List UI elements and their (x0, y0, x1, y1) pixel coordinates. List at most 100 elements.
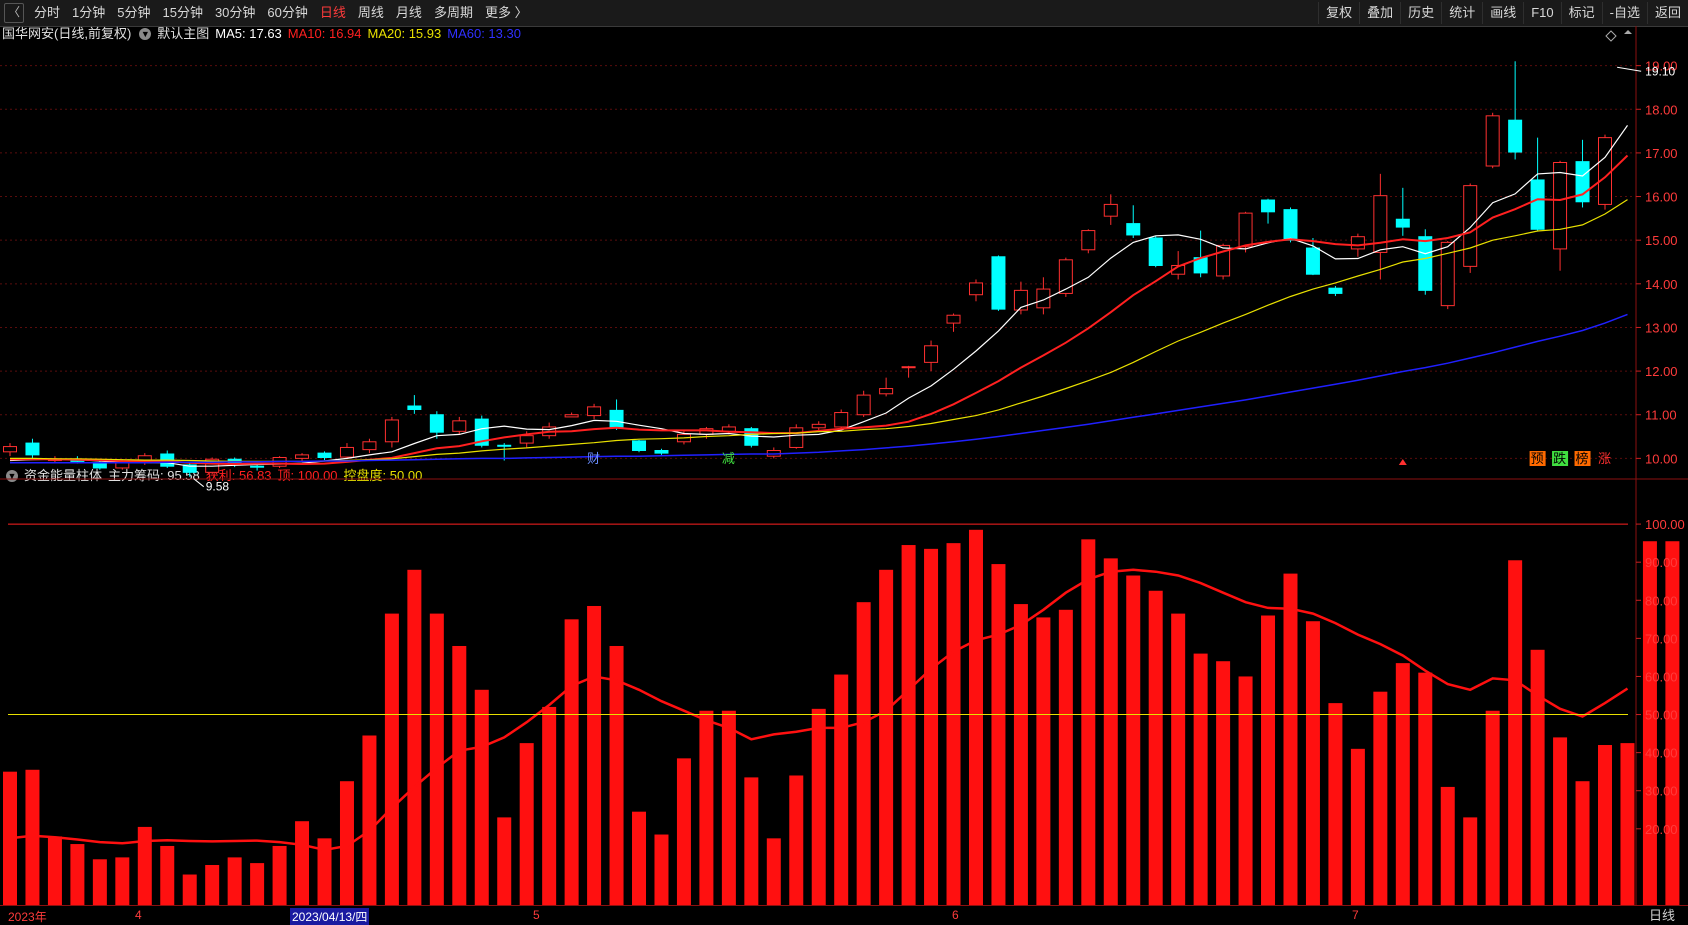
toolbar-button-3[interactable]: 统计 (1441, 2, 1482, 24)
energy-bar (1171, 613, 1186, 905)
energy-bar (115, 857, 130, 905)
energy-bar (789, 775, 804, 905)
candle-body (317, 452, 332, 458)
event-marker: 跌 (1553, 451, 1566, 466)
candle-body (946, 314, 961, 324)
candle-body (901, 366, 916, 369)
low-arrow (193, 478, 205, 488)
energy-bar (879, 569, 894, 905)
candle-body (384, 419, 399, 443)
collapse-icon[interactable]: ▼ (139, 28, 152, 40)
candle-body (587, 406, 602, 417)
energy-bar (474, 689, 489, 905)
toolbar-button-1[interactable]: 叠加 (1359, 2, 1400, 24)
period-tab-0[interactable]: 分时 (34, 5, 61, 20)
sub-tick-label: 100.00 (1645, 517, 1685, 532)
energy-bar (991, 564, 1006, 905)
energy-bar (676, 758, 691, 905)
period-indicator[interactable]: 日线 (1636, 905, 1688, 925)
period-tab-10[interactable]: 更多 〉 (484, 5, 528, 20)
energy-bar (295, 821, 310, 905)
energy-bar (1261, 615, 1276, 905)
candle-body (1418, 236, 1433, 291)
period-tab-3[interactable]: 15分钟 (162, 5, 203, 20)
candle-body (497, 444, 512, 447)
period-tab-9[interactable]: 多周期 (433, 5, 473, 20)
sub-tick-label: 50.00 (1645, 708, 1678, 723)
main-tick-label: 13.00 (1645, 320, 1678, 335)
energy-bar (654, 834, 669, 905)
main-tick-label: 14.00 (1645, 277, 1678, 292)
period-tab-7[interactable]: 周线 (357, 5, 384, 20)
energy-bar (272, 845, 287, 905)
energy-bar (766, 838, 781, 905)
toolbar-button-5[interactable]: F10 (1523, 2, 1560, 24)
energy-bar (609, 645, 624, 905)
energy-bar (1553, 737, 1568, 905)
ma60-value: MA60: 13.30 (447, 26, 521, 41)
main-tick-label: 11.00 (1645, 408, 1677, 423)
period-tab-1[interactable]: 1分钟 (72, 5, 106, 20)
energy-bar (1598, 745, 1612, 905)
candle-body (1350, 236, 1365, 250)
main-tick-label: 18.00 (1645, 102, 1678, 117)
candle-body (1485, 115, 1500, 167)
candle-body (924, 345, 939, 363)
energy-bar (968, 529, 983, 905)
event-marker: 榜 (1576, 451, 1589, 466)
period-tab-5[interactable]: 60分钟 (267, 5, 308, 20)
template-name[interactable]: 默认主图 (157, 26, 210, 41)
toolbar-button-0[interactable]: 复权 (1318, 2, 1359, 24)
high-label: 19.10 (1645, 64, 1675, 78)
period-tab-2[interactable]: 5分钟 (117, 5, 151, 20)
candle-body (834, 412, 849, 428)
ma10-value: MA10: 16.94 (287, 26, 362, 41)
energy-bar (250, 863, 265, 905)
energy-bar (1642, 541, 1657, 905)
toolbar-button-4[interactable]: 画线 (1482, 2, 1523, 24)
energy-bar (1283, 573, 1298, 905)
energy-bar (1373, 691, 1388, 905)
candle-body (182, 464, 197, 473)
event-marker: 财 (587, 451, 600, 466)
ma60-line (10, 313, 1628, 464)
period-tab-4[interactable]: 30分钟 (214, 5, 256, 20)
top-toolbar: 〈 分时 1分钟 5分钟 15分钟 30分钟 60分钟 日线 周线 月线 多周期 更多 〉 复权 叠加… (0, 0, 1688, 27)
candle-body (1373, 195, 1388, 253)
candle-body (811, 423, 826, 429)
x-label-apr: 4 (135, 908, 142, 922)
candle-body (1238, 212, 1253, 248)
toolbar-button-8[interactable]: 返回 (1646, 2, 1688, 24)
sub-tick-label: 40.00 (1645, 746, 1678, 761)
ma5-line (9, 125, 1628, 467)
period-tab-6[interactable]: 日线 (319, 5, 346, 20)
low-label: 9.58 (206, 480, 230, 494)
main-tick-label: 12.00 (1645, 364, 1678, 379)
energy-bar (407, 569, 422, 905)
back-button[interactable]: 〈 (4, 3, 24, 23)
candle-body (1261, 199, 1276, 213)
candle-body (362, 441, 377, 451)
energy-bar (1665, 541, 1680, 905)
ma20-value: MA20: 15.93 (367, 26, 442, 41)
energy-bar (317, 838, 332, 905)
period-tab-8[interactable]: 月线 (395, 5, 422, 20)
energy-bar (497, 817, 512, 905)
main-tick-label: 17.00 (1645, 146, 1678, 161)
toolbar-button-7[interactable]: -自选 (1601, 2, 1647, 24)
energy-bar (587, 605, 602, 905)
toolbar-button-6[interactable]: 标记 (1560, 2, 1602, 24)
energy-bar (1530, 649, 1545, 905)
candle-body (879, 388, 894, 395)
candle-body (1553, 162, 1568, 250)
event-marker-bg (1529, 451, 1546, 466)
energy-bar (1036, 617, 1051, 905)
energy-bar (1463, 817, 1478, 905)
event-marker: 涨 (1598, 451, 1611, 466)
toolbar-button-2[interactable]: 历史 (1400, 2, 1441, 24)
stock-title[interactable]: 国华网安(日线,前复权) (2, 26, 132, 41)
ma10-line (10, 154, 1629, 466)
energy-bar (1418, 672, 1433, 905)
energy-bar (1216, 661, 1231, 905)
